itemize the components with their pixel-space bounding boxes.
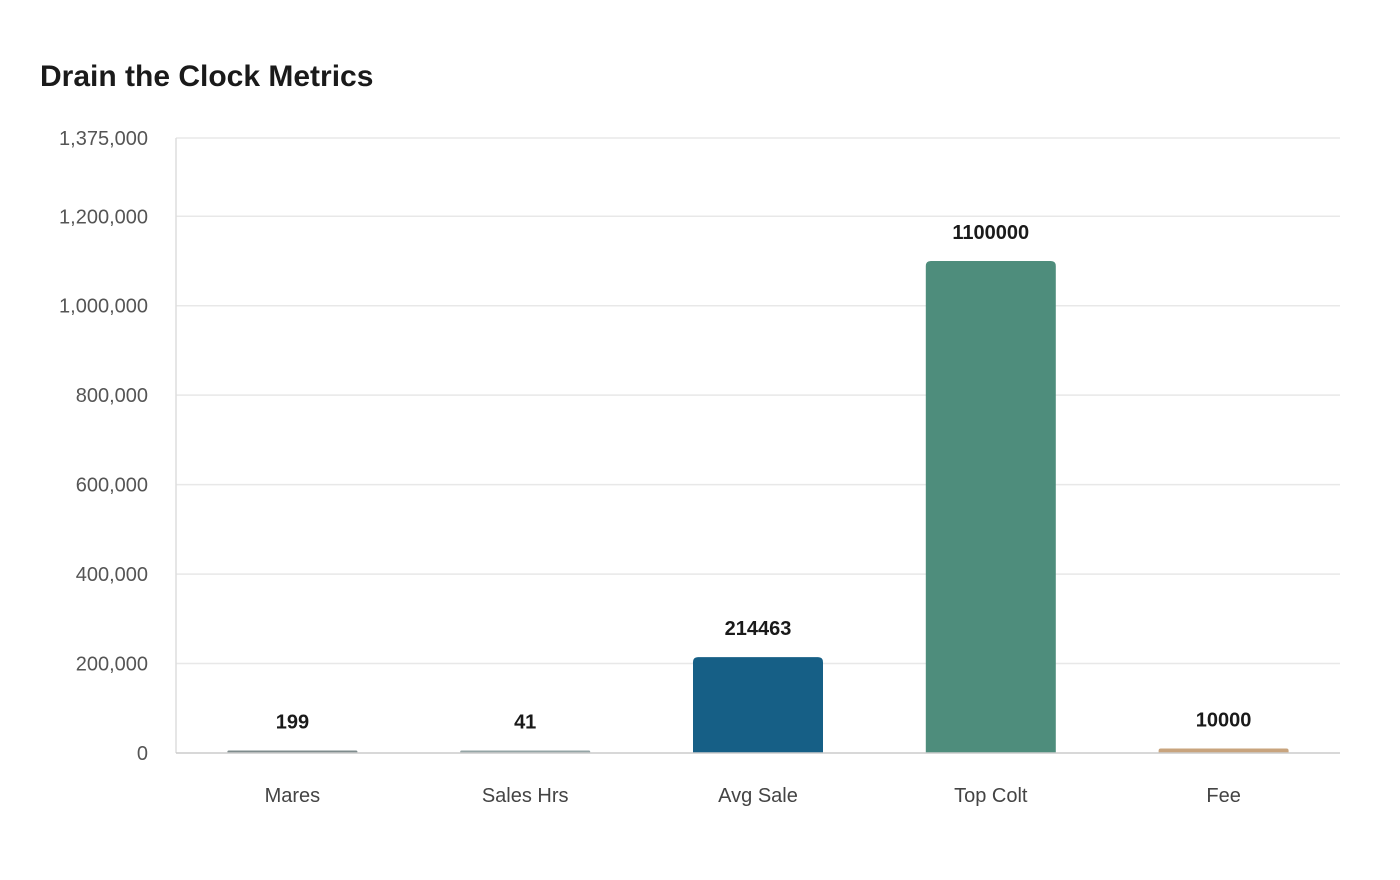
data-label: 1100000 bbox=[952, 222, 1029, 244]
x-tick-label: Fee bbox=[1206, 785, 1240, 807]
x-axis: Mares Sales Hrs Avg Sale Top Colt Fee bbox=[176, 752, 1340, 807]
y-tick-label: 200,000 bbox=[76, 654, 148, 676]
x-tick-label: Mares bbox=[265, 785, 321, 807]
x-tick-label: Avg Sale bbox=[718, 785, 798, 807]
y-axis: 0 200,000 400,000 600,000 800,000 1,000,000 1,… bbox=[59, 128, 177, 765]
y-tick-label: 1,375,000 bbox=[59, 128, 148, 150]
data-label: 199 bbox=[276, 712, 309, 734]
grid-lines bbox=[176, 137, 1340, 665]
data-label: 41 bbox=[514, 712, 536, 734]
y-tick-label: 400,000 bbox=[76, 564, 148, 586]
y-tick-label: 1,200,000 bbox=[59, 206, 148, 228]
y-tick-label: 1,000,000 bbox=[59, 296, 148, 318]
data-labels: 199 41 214463 1100000 10000 bbox=[276, 222, 1252, 734]
bar-avg-sale bbox=[693, 657, 823, 753]
y-tick-label: 600,000 bbox=[76, 475, 148, 497]
data-label: 10000 bbox=[1196, 710, 1252, 732]
bars bbox=[227, 261, 1289, 753]
x-tick-label: Top Colt bbox=[954, 785, 1028, 807]
bar-top-colt bbox=[925, 261, 1056, 753]
data-label: 214463 bbox=[725, 618, 792, 640]
y-tick-label: 800,000 bbox=[76, 385, 148, 407]
x-tick-label: Sales Hrs bbox=[482, 785, 569, 807]
y-tick-label: 0 bbox=[137, 743, 148, 765]
bar-fee bbox=[1158, 748, 1289, 753]
chart-title: Drain the Clock Metrics bbox=[40, 60, 374, 93]
